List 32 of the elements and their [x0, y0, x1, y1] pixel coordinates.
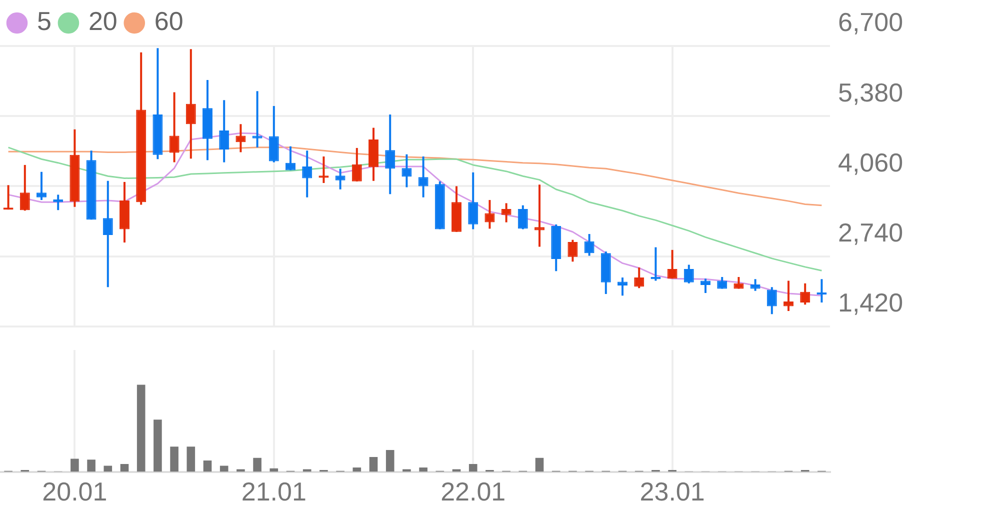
- y-tick-label: 4,060: [838, 147, 904, 178]
- bar: [302, 469, 312, 472]
- bar: [104, 466, 112, 472]
- bar: [154, 420, 162, 472]
- bar: [468, 464, 478, 472]
- y-tick-label: 6,700: [838, 7, 904, 38]
- bar: [236, 469, 245, 472]
- bar: [170, 446, 178, 472]
- bar: [186, 446, 196, 472]
- legend-label: 20: [88, 6, 118, 36]
- x-tick-label: 22.01: [440, 476, 506, 507]
- bar: [220, 466, 228, 472]
- bar: [535, 458, 544, 472]
- bar: [369, 457, 378, 472]
- bar: [203, 460, 212, 472]
- y-tick-label: 2,740: [838, 217, 904, 248]
- legend-label: 5: [37, 6, 52, 36]
- x-tick-label: 21.01: [241, 476, 306, 507]
- bar: [253, 458, 262, 472]
- y-tick-label: 5,380: [838, 77, 904, 108]
- x-tick-label: 20.01: [42, 476, 108, 507]
- bar: [452, 469, 461, 472]
- bar: [120, 464, 129, 472]
- x-tick-label: 23.01: [640, 476, 705, 507]
- bar: [419, 467, 428, 472]
- legend-label: 60: [154, 6, 184, 36]
- bar: [70, 458, 79, 472]
- bar: [136, 384, 146, 472]
- bar: [402, 469, 411, 472]
- bar: [386, 450, 394, 472]
- bar: [87, 460, 96, 472]
- y-tick-label: 1,420: [838, 288, 904, 318]
